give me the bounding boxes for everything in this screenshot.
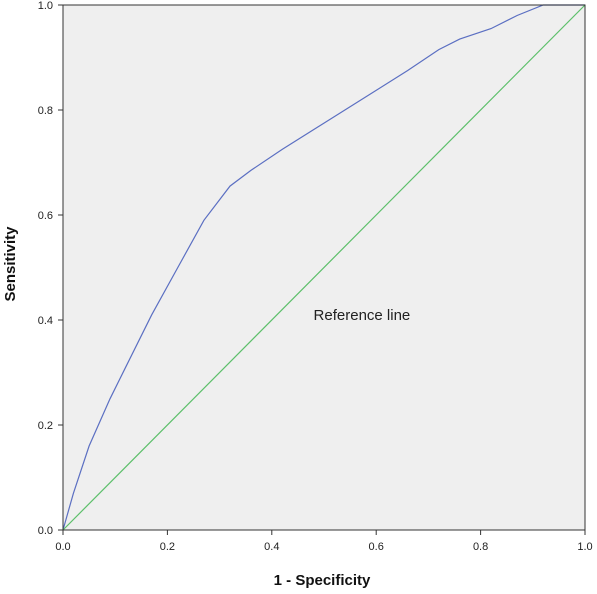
y-tick-label: 0.0 bbox=[38, 525, 53, 537]
y-tick-label: 0.8 bbox=[38, 105, 53, 117]
x-tick-label: 0.4 bbox=[264, 541, 279, 553]
series-layer bbox=[62, 4, 586, 531]
reference-line-annotation: Reference line bbox=[314, 307, 411, 324]
reference-line bbox=[62, 4, 586, 531]
y-axis: 0.0 0.2 0.4 0.6 0.8 1.0 bbox=[38, 0, 63, 537]
y-tick-label: 1.0 bbox=[38, 0, 53, 12]
annotation-layer: Reference line bbox=[314, 307, 411, 324]
x-axis-title: 1 - Specificity bbox=[274, 572, 371, 589]
y-tick-label: 0.6 bbox=[38, 210, 53, 222]
y-axis-title: Sensitivity bbox=[2, 226, 19, 302]
x-axis: 0.0 0.2 0.4 0.6 0.8 1.0 bbox=[55, 530, 593, 553]
x-tick-label: 0.2 bbox=[160, 541, 175, 553]
y-tick-label: 0.4 bbox=[38, 315, 53, 327]
roc-curve-line bbox=[62, 4, 585, 531]
x-tick-label: 1.0 bbox=[577, 541, 592, 553]
plot-frame bbox=[62, 4, 586, 531]
x-tick-label: 0.8 bbox=[473, 541, 488, 553]
x-tick-label: 0.0 bbox=[55, 541, 70, 553]
y-tick-label: 0.2 bbox=[38, 420, 53, 432]
x-tick-label: 0.6 bbox=[369, 541, 384, 553]
